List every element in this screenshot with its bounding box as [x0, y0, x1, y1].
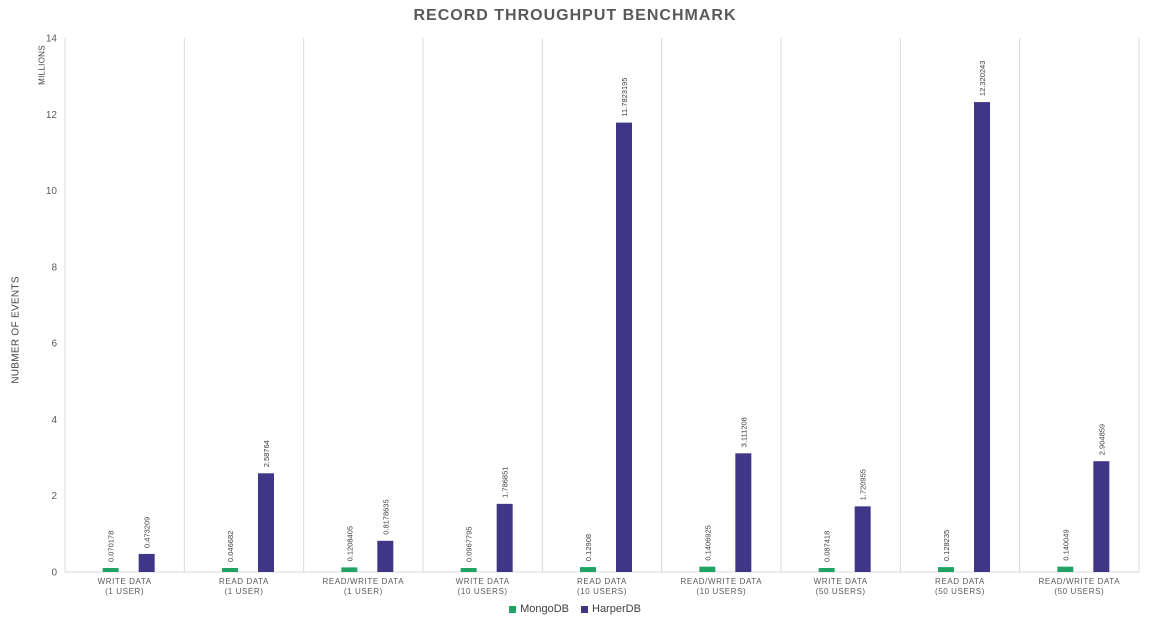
- data-label-harperdb: 1.786851: [501, 467, 510, 498]
- bar-mongodb: [580, 567, 596, 572]
- y-tick-label: 8: [51, 262, 57, 273]
- data-label-harperdb: 0.8178635: [381, 499, 390, 534]
- bar-harperdb: [735, 453, 752, 572]
- bar-mongodb: [460, 568, 477, 572]
- data-label-harperdb: 2.58764: [262, 440, 271, 467]
- data-label-mongodb: 0.0967795: [465, 527, 474, 562]
- data-label-mongodb: 0.1208405: [345, 526, 354, 561]
- y-tick-label: 2: [51, 491, 57, 502]
- x-tick-label: READ/WRITE DATA: [323, 577, 405, 586]
- bar-mongodb: [699, 566, 716, 572]
- y-tick-label: 0: [51, 568, 57, 579]
- x-tick-sublabel: (1 USER): [224, 587, 263, 596]
- legend-label-harperdb: HarperDB: [592, 603, 641, 615]
- y-tick-label: 4: [51, 415, 57, 426]
- data-label-harperdb: 1.720955: [859, 469, 868, 500]
- x-tick-sublabel: (10 USERS): [696, 587, 746, 596]
- data-label-harperdb: 11.7823195: [620, 78, 629, 117]
- legend: MongoDB HarperDB: [0, 603, 1150, 615]
- data-label-harperdb: 2.904859: [1097, 424, 1106, 455]
- x-tick-label: WRITE DATA: [814, 577, 868, 586]
- x-tick-sublabel: (1 USER): [105, 587, 144, 596]
- bar-harperdb: [616, 122, 632, 572]
- x-tick-sublabel: (50 USERS): [1054, 587, 1104, 596]
- legend-label-mongodb: MongoDB: [520, 603, 569, 615]
- data-label-harperdb: 0.473209: [143, 517, 152, 548]
- bar-harperdb: [974, 102, 990, 572]
- y-tick-label: 14: [46, 34, 58, 45]
- x-tick-sublabel: (50 USERS): [935, 587, 985, 596]
- data-label-mongodb: 0.1406925: [703, 525, 712, 560]
- x-tick-label: WRITE DATA: [456, 577, 510, 586]
- data-label-mongodb: 0.087418: [823, 531, 832, 562]
- data-label-mongodb: 0.140049: [1061, 529, 1070, 560]
- bar-harperdb: [138, 553, 155, 572]
- bar-harperdb: [377, 540, 394, 572]
- bar-harperdb: [1093, 461, 1110, 572]
- data-label-mongodb: 0.12908: [584, 534, 593, 561]
- bar-harperdb: [854, 506, 871, 572]
- data-label-harperdb: 3.111208: [739, 417, 748, 447]
- x-tick-sublabel: (50 USERS): [816, 587, 866, 596]
- data-label-harperdb: 12.320243: [978, 61, 987, 96]
- bar-mongodb: [938, 567, 954, 572]
- legend-item-mongodb: MongoDB: [509, 603, 569, 615]
- x-tick-label: WRITE DATA: [98, 577, 152, 586]
- y-tick-label: 10: [46, 186, 58, 197]
- bar-mongodb: [1057, 566, 1074, 572]
- x-tick-sublabel: (10 USERS): [458, 587, 508, 596]
- data-label-mongodb: 0.070178: [107, 531, 116, 562]
- x-tick-sublabel: (1 USER): [344, 587, 383, 596]
- data-label-mongodb: 0.046682: [226, 531, 235, 562]
- bar-mongodb: [341, 567, 358, 572]
- bar-mongodb: [102, 568, 119, 572]
- x-tick-label: READ DATA: [935, 577, 985, 586]
- chart-title: RECORD THROUGHPUT BENCHMARK: [413, 7, 737, 24]
- x-tick-label: READ DATA: [219, 577, 269, 586]
- data-label-mongodb: 0.128235: [942, 530, 951, 561]
- legend-item-harperdb: HarperDB: [581, 603, 641, 615]
- x-tick-label: READ/WRITE DATA: [1039, 577, 1121, 586]
- y-tick-label: 12: [46, 110, 58, 121]
- x-tick-sublabel: (10 USERS): [577, 587, 627, 596]
- bar-harperdb: [258, 473, 274, 572]
- legend-swatch-harperdb: [581, 605, 588, 613]
- bar-mongodb: [818, 568, 835, 572]
- bar-mongodb: [222, 568, 238, 572]
- bar-harperdb: [496, 503, 513, 572]
- x-tick-label: READ DATA: [577, 577, 627, 586]
- x-tick-label: READ/WRITE DATA: [681, 577, 763, 586]
- legend-swatch-mongodb: [509, 605, 517, 613]
- y-tick-label: 6: [51, 339, 57, 350]
